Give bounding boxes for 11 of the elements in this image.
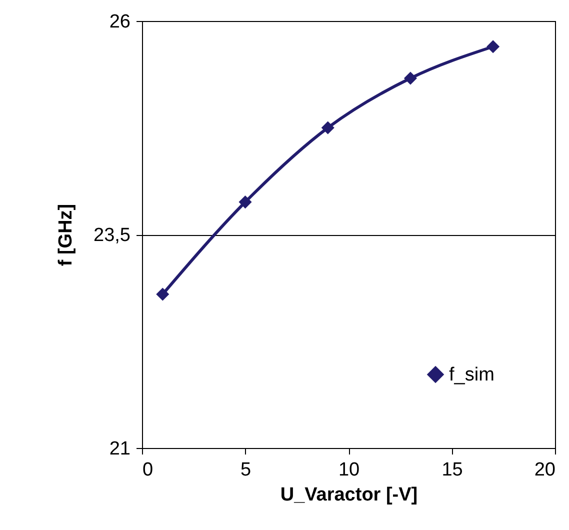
y-axis-title: f [GHz]: [56, 204, 77, 266]
x-tick-label: 5: [240, 460, 252, 480]
y-tick-label: 23,5: [94, 225, 130, 246]
legend-label: f_sim: [449, 364, 494, 386]
y-tick-label: 21: [109, 438, 130, 460]
x-axis-title: U_Varactor [-V]: [280, 484, 418, 506]
y-tick-label: 26: [109, 12, 130, 32]
x-tick-label: 0: [142, 460, 154, 480]
x-tick-label: 15: [442, 460, 463, 480]
x-tick-label: 20: [534, 460, 556, 480]
x-tick-label: 10: [338, 460, 360, 480]
